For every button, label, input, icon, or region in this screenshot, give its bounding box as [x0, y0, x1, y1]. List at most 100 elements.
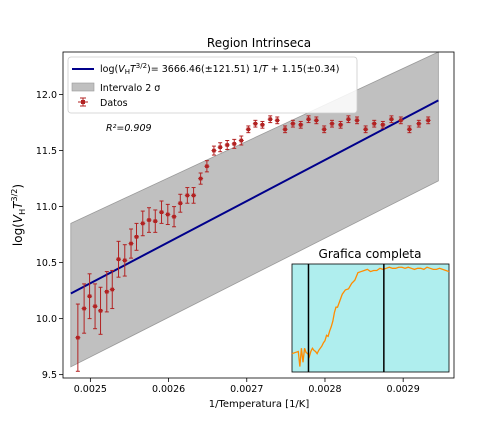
inset-content [291, 264, 450, 372]
legend: log(VHT3/2)= 3666.46(±121.51) 1/T + 1.15… [67, 56, 358, 114]
data-marker [330, 121, 334, 126]
data-point [171, 206, 177, 228]
data-point [345, 115, 351, 124]
data-point [128, 228, 134, 259]
data-marker [338, 123, 343, 127]
data-point [245, 125, 251, 134]
y-axis-ticks: 9.5 10.0 10.5 11.0 11.5 12.0 [36, 90, 63, 381]
data-point [267, 115, 273, 124]
y-axis-label: log(VHT3/2) [10, 184, 27, 246]
x-axis-label: 1/Temperatura [1/K] [209, 399, 310, 410]
data-point [122, 244, 128, 277]
data-marker [129, 241, 133, 246]
legend-data-swatch [78, 97, 88, 107]
data-point [338, 120, 344, 129]
data-point [159, 200, 165, 224]
data-marker [140, 221, 145, 226]
data-point [252, 119, 258, 128]
x-tick-label: 0.0029 [387, 384, 420, 395]
data-point [177, 193, 183, 213]
data-marker [76, 335, 80, 340]
data-marker [239, 138, 244, 143]
data-point [109, 269, 115, 310]
data-point [92, 283, 98, 330]
data-point [204, 160, 210, 173]
data-point [329, 119, 335, 128]
data-point [211, 145, 217, 156]
inset-plot [291, 263, 450, 373]
inset-axes-frame [291, 263, 450, 373]
data-marker [426, 118, 430, 123]
inset-curve [291, 266, 450, 367]
data-marker [355, 118, 359, 123]
data-marker [205, 164, 209, 169]
data-point [231, 138, 237, 149]
data-marker [225, 143, 230, 147]
fit-line-group [70, 99, 439, 295]
data-point [416, 119, 422, 128]
data-marker [191, 193, 196, 198]
y-tick-label: 10.0 [36, 314, 57, 325]
data-marker [275, 118, 280, 123]
data-point [371, 119, 377, 128]
x-tick-label: 0.0028 [308, 384, 341, 395]
data-point [259, 120, 265, 129]
data-marker [389, 117, 394, 122]
data-point [406, 125, 412, 134]
data-marker [122, 258, 127, 263]
data-marker [185, 193, 190, 198]
x-tick-label: 0.0026 [152, 384, 185, 395]
data-marker [87, 294, 92, 299]
data-point [217, 142, 223, 153]
data-point [363, 125, 369, 134]
y-tick-label: 11.0 [36, 202, 57, 213]
data-marker [314, 118, 319, 123]
data-point [425, 116, 431, 125]
data-marker [260, 123, 265, 127]
data-marker [306, 117, 311, 122]
data-point [354, 116, 360, 125]
data-point [116, 240, 122, 278]
data-marker [399, 118, 403, 123]
data-point [306, 115, 312, 124]
data-marker [232, 142, 237, 146]
data-point [388, 115, 394, 124]
data-point [140, 210, 146, 237]
data-marker [134, 235, 139, 239]
data-marker [172, 214, 176, 219]
data-point [134, 222, 140, 251]
data-point [184, 187, 190, 204]
main-plot: 0.0025 0.0026 0.0027 0.0028 0.0029 9.5 10.0 10… [36, 51, 455, 395]
data-point [146, 207, 152, 233]
data-marker [381, 123, 385, 127]
x-tick-label: 0.0025 [74, 384, 107, 395]
data-point [290, 119, 296, 128]
main-axes-frame [62, 51, 455, 379]
data-point [165, 203, 171, 226]
data-marker [110, 287, 115, 292]
data-marker [246, 127, 251, 132]
fit-line [70, 99, 439, 295]
x-tick-label: 0.0027 [230, 384, 263, 395]
data-marker [93, 304, 97, 309]
data-point [282, 125, 288, 134]
data-marker [153, 219, 158, 223]
legend-data-label: Datos [100, 98, 128, 109]
data-marker [417, 121, 421, 126]
inset-title: Grafica completa [319, 247, 422, 261]
y-tick-label: 9.5 [42, 370, 57, 381]
data-point [274, 116, 280, 125]
data-point [191, 187, 197, 204]
data-marker [98, 308, 103, 313]
data-point [87, 273, 93, 320]
data-marker [363, 127, 368, 132]
data-point [398, 116, 404, 125]
data-point [152, 209, 158, 233]
data-point [81, 283, 87, 334]
data-marker [159, 210, 164, 214]
data-marker [147, 218, 151, 222]
data-point [313, 116, 319, 125]
data-marker [116, 257, 121, 262]
data-marker [322, 127, 326, 132]
